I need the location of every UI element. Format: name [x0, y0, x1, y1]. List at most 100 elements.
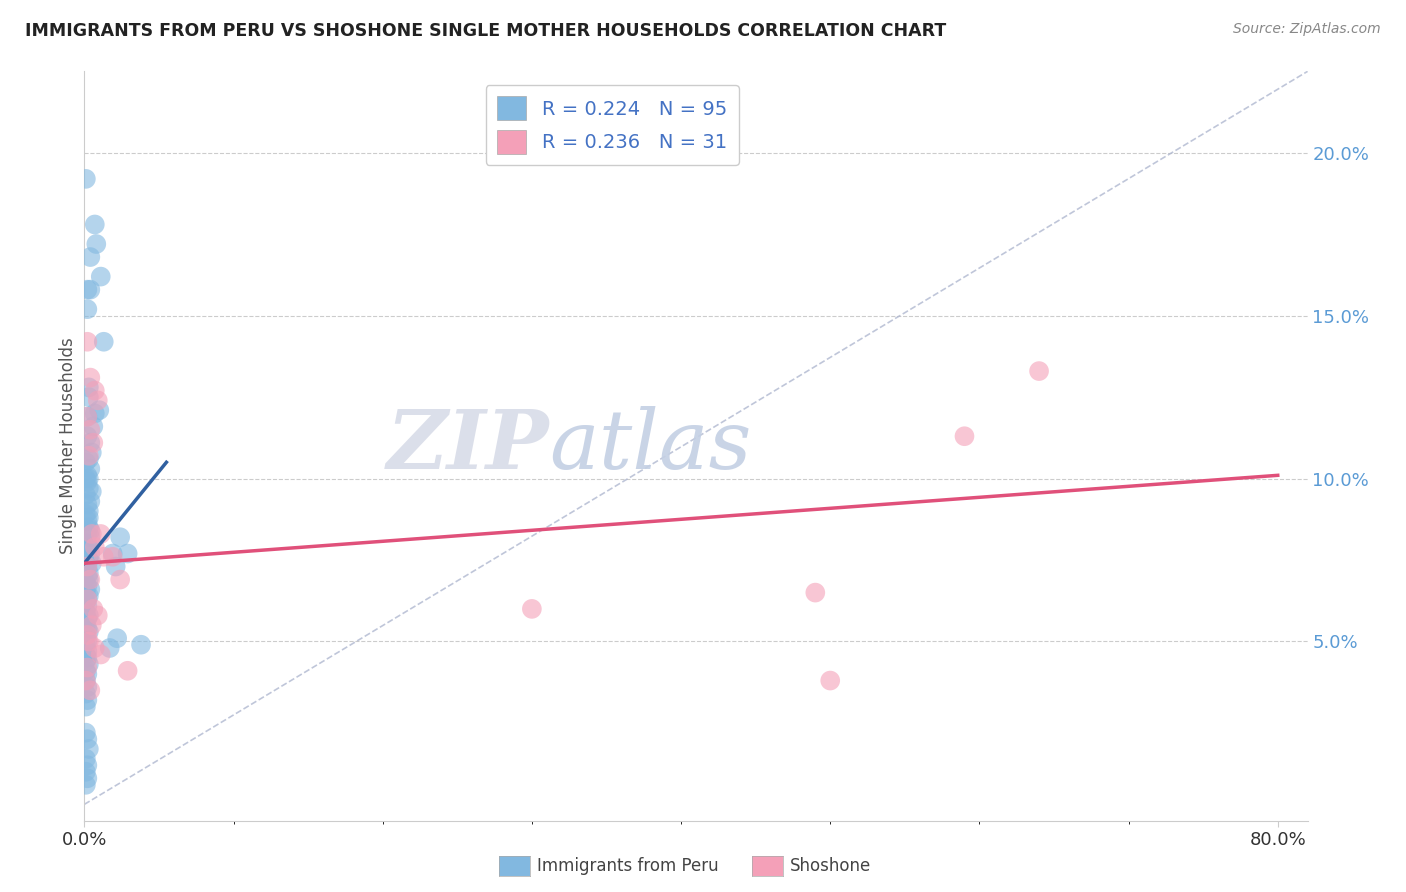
Point	[77, 634, 100, 648]
Point	[80, 445, 103, 459]
Point	[79, 524, 101, 538]
Point	[79, 423, 101, 437]
Point	[76, 283, 98, 297]
Point	[77, 504, 100, 518]
Point	[75, 764, 97, 779]
Point	[77, 553, 100, 567]
Point	[77, 742, 100, 756]
Point	[98, 640, 121, 655]
Point	[77, 589, 100, 603]
Point	[75, 673, 97, 688]
Point	[76, 409, 98, 424]
Text: IMMIGRANTS FROM PERU VS SHOSHONE SINGLE MOTHER HOUSEHOLDS CORRELATION CHART: IMMIGRANTS FROM PERU VS SHOSHONE SINGLE …	[25, 22, 946, 40]
Point	[75, 648, 97, 662]
Point	[77, 481, 100, 495]
Point	[76, 537, 98, 551]
Point	[75, 585, 97, 599]
Point	[77, 510, 100, 524]
Point	[77, 390, 100, 404]
Text: atlas: atlas	[550, 406, 752, 486]
Point	[76, 592, 98, 607]
Point	[77, 624, 100, 639]
Point	[80, 484, 103, 499]
Point	[76, 475, 98, 489]
Point	[75, 638, 97, 652]
Point	[79, 435, 101, 450]
Point	[76, 693, 98, 707]
Point	[76, 667, 98, 681]
Point	[108, 530, 131, 544]
Point	[89, 403, 111, 417]
Point	[76, 579, 98, 593]
Point	[129, 638, 152, 652]
Point	[75, 673, 97, 688]
Point	[76, 514, 98, 528]
Point	[75, 455, 97, 469]
Text: Source: ZipAtlas.com: Source: ZipAtlas.com	[1233, 22, 1381, 37]
Point	[76, 559, 98, 574]
Point	[87, 393, 110, 408]
Point	[76, 628, 98, 642]
Point	[79, 283, 101, 297]
Point	[93, 549, 115, 564]
Point	[77, 657, 100, 672]
Point	[76, 334, 98, 349]
Point	[75, 664, 97, 678]
Point	[76, 660, 98, 674]
Point	[953, 429, 976, 443]
Point	[76, 634, 98, 648]
Point	[83, 384, 105, 398]
Point	[101, 547, 124, 561]
Point	[83, 540, 105, 554]
Point	[77, 566, 100, 580]
Point	[105, 631, 128, 645]
Point	[75, 595, 97, 609]
Point	[76, 468, 98, 483]
Point	[75, 618, 97, 632]
Text: ZIP: ZIP	[387, 406, 550, 486]
Text: Shoshone: Shoshone	[790, 857, 872, 875]
Point	[80, 618, 103, 632]
Point	[75, 778, 97, 792]
Point	[76, 644, 98, 658]
Point	[520, 602, 543, 616]
Point	[79, 547, 101, 561]
Point	[77, 452, 100, 467]
Point	[77, 540, 100, 554]
Point	[76, 559, 98, 574]
Point	[77, 573, 100, 587]
Point	[804, 585, 827, 599]
Point	[79, 462, 101, 476]
Point	[76, 612, 98, 626]
Point	[93, 334, 115, 349]
Point	[1028, 364, 1050, 378]
Point	[76, 650, 98, 665]
Point	[75, 752, 97, 766]
Point	[75, 699, 97, 714]
Point	[83, 218, 105, 232]
Point	[79, 370, 101, 384]
Point	[76, 302, 98, 317]
Point	[76, 680, 98, 694]
Point	[76, 429, 98, 443]
Point	[75, 543, 97, 558]
Point	[104, 559, 127, 574]
Point	[82, 419, 104, 434]
Text: Immigrants from Peru: Immigrants from Peru	[537, 857, 718, 875]
Point	[76, 592, 98, 607]
Point	[117, 547, 139, 561]
Point	[76, 622, 98, 636]
Point	[79, 683, 101, 698]
Point	[79, 582, 101, 597]
Point	[84, 237, 107, 252]
Point	[80, 527, 103, 541]
Point	[75, 472, 97, 486]
Point	[77, 520, 100, 534]
Point	[82, 435, 104, 450]
Point	[75, 488, 97, 502]
Point	[117, 664, 139, 678]
Point	[75, 687, 97, 701]
Point	[818, 673, 841, 688]
Point	[83, 406, 105, 420]
Point	[77, 380, 100, 394]
